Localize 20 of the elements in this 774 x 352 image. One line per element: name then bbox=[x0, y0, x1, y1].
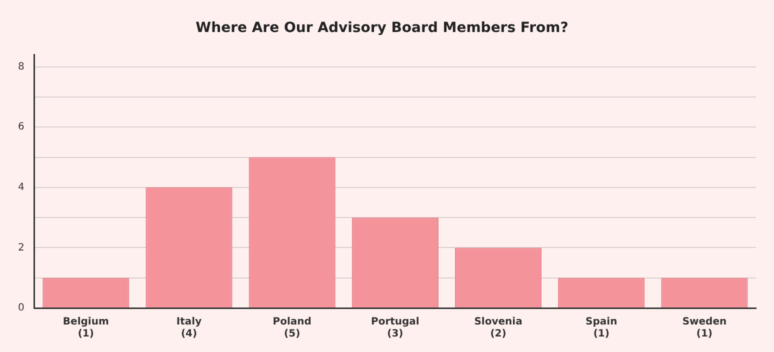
y-tick-label: 8 bbox=[18, 61, 24, 72]
x-tick-label: Spain bbox=[586, 316, 618, 328]
data-label: (3) bbox=[387, 328, 404, 340]
data-label: (2) bbox=[490, 328, 506, 340]
x-tick-label: Portugal bbox=[370, 316, 420, 328]
y-tick-label: 6 bbox=[18, 122, 24, 133]
chart-title: Where Are Our Advisory Board Members From? bbox=[196, 20, 568, 36]
data-label: (1) bbox=[593, 328, 610, 340]
data-label: (4) bbox=[180, 328, 198, 340]
data-label: (1) bbox=[78, 328, 94, 340]
x-tick-label: Belgium bbox=[62, 316, 109, 328]
x-tick-label: Sweden bbox=[682, 316, 727, 328]
x-tick-label: Poland bbox=[272, 316, 312, 328]
y-tick-label: 2 bbox=[18, 242, 24, 254]
data-label: (5) bbox=[284, 328, 300, 340]
y-tick-label: 0 bbox=[18, 302, 24, 314]
data-label: (1) bbox=[696, 328, 713, 340]
x-tick-label: Italy bbox=[176, 316, 202, 328]
x-tick-label: Slovenia bbox=[474, 316, 522, 328]
y-tick-label: 4 bbox=[18, 182, 24, 194]
